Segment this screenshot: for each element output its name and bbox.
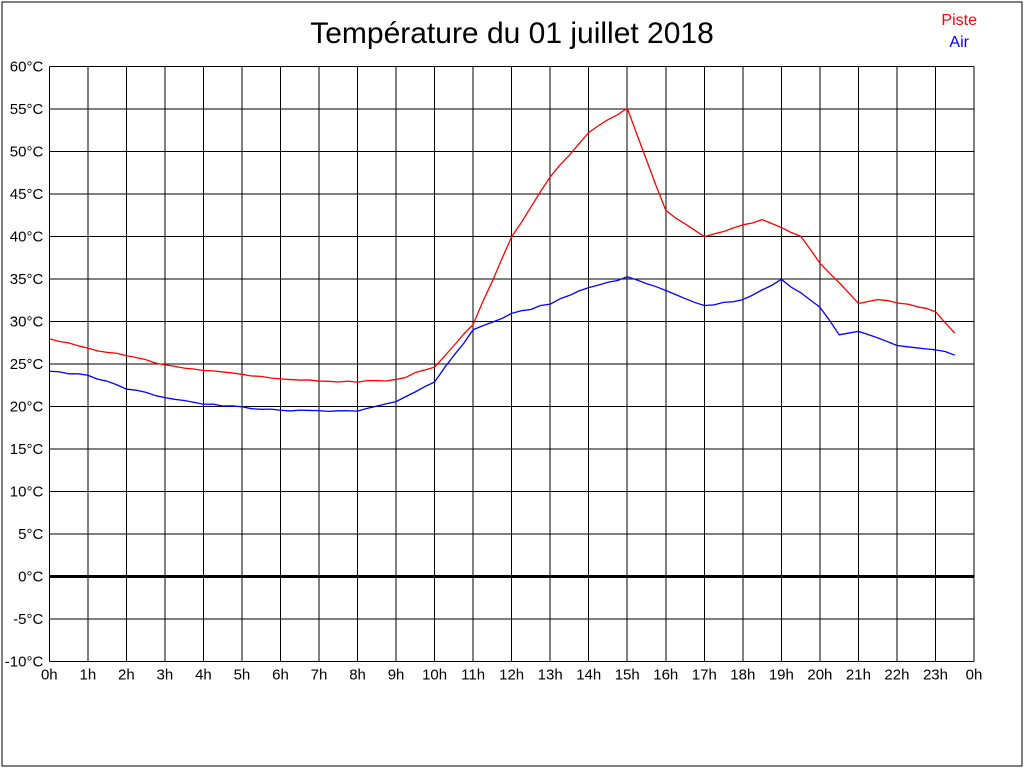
svg-text:10°C: 10°C bbox=[10, 483, 44, 500]
svg-text:18h: 18h bbox=[730, 667, 755, 684]
svg-text:10h: 10h bbox=[422, 667, 447, 684]
svg-text:4h: 4h bbox=[195, 667, 212, 684]
svg-text:5h: 5h bbox=[234, 667, 251, 684]
svg-text:13h: 13h bbox=[538, 667, 563, 684]
svg-text:7h: 7h bbox=[311, 667, 328, 684]
svg-text:45°C: 45°C bbox=[10, 186, 44, 203]
svg-text:1h: 1h bbox=[79, 667, 96, 684]
svg-text:20°C: 20°C bbox=[10, 398, 44, 415]
svg-text:15°C: 15°C bbox=[10, 441, 44, 458]
svg-text:50°C: 50°C bbox=[10, 143, 44, 160]
svg-text:12h: 12h bbox=[499, 667, 524, 684]
svg-text:2h: 2h bbox=[118, 667, 135, 684]
svg-text:19h: 19h bbox=[769, 667, 794, 684]
svg-text:60°C: 60°C bbox=[10, 58, 44, 75]
svg-text:-5°C: -5°C bbox=[13, 611, 43, 628]
svg-text:9h: 9h bbox=[388, 667, 405, 684]
svg-text:30°C: 30°C bbox=[10, 313, 44, 330]
svg-text:17h: 17h bbox=[692, 667, 717, 684]
svg-text:3h: 3h bbox=[157, 667, 174, 684]
svg-text:22h: 22h bbox=[884, 667, 909, 684]
svg-text:40°C: 40°C bbox=[10, 228, 44, 245]
svg-text:25°C: 25°C bbox=[10, 356, 44, 373]
svg-text:21h: 21h bbox=[846, 667, 871, 684]
svg-text:23h: 23h bbox=[923, 667, 948, 684]
svg-text:0h: 0h bbox=[41, 667, 58, 684]
svg-text:16h: 16h bbox=[653, 667, 678, 684]
svg-text:5°C: 5°C bbox=[18, 526, 43, 543]
svg-text:14h: 14h bbox=[576, 667, 601, 684]
svg-text:0h: 0h bbox=[966, 667, 983, 684]
svg-text:-10°C: -10°C bbox=[5, 654, 44, 671]
svg-text:15h: 15h bbox=[615, 667, 640, 684]
svg-text:55°C: 55°C bbox=[10, 101, 44, 118]
svg-text:8h: 8h bbox=[349, 667, 366, 684]
svg-text:0°C: 0°C bbox=[18, 568, 43, 585]
svg-text:11h: 11h bbox=[461, 667, 485, 684]
svg-text:20h: 20h bbox=[807, 667, 832, 684]
svg-text:35°C: 35°C bbox=[10, 271, 44, 288]
svg-text:6h: 6h bbox=[272, 667, 289, 684]
